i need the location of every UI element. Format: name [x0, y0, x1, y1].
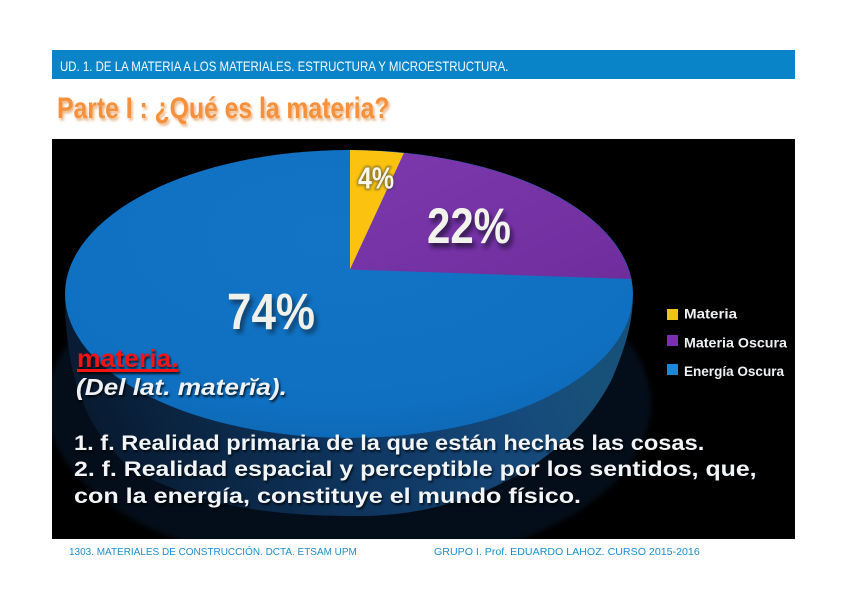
svg-text:22%: 22% — [430, 203, 514, 259]
svg-text:Materia Oscura: Materia Oscura — [684, 335, 787, 351]
svg-text:74%: 74% — [227, 283, 315, 340]
svg-text:22%: 22% — [427, 198, 511, 254]
svg-text:4%: 4% — [358, 161, 394, 196]
svg-text:74%: 74% — [230, 287, 318, 344]
svg-text:Energía Oscura: Energía Oscura — [684, 363, 784, 379]
svg-text:Materia: Materia — [684, 306, 737, 322]
svg-text:4%: 4% — [358, 161, 394, 196]
